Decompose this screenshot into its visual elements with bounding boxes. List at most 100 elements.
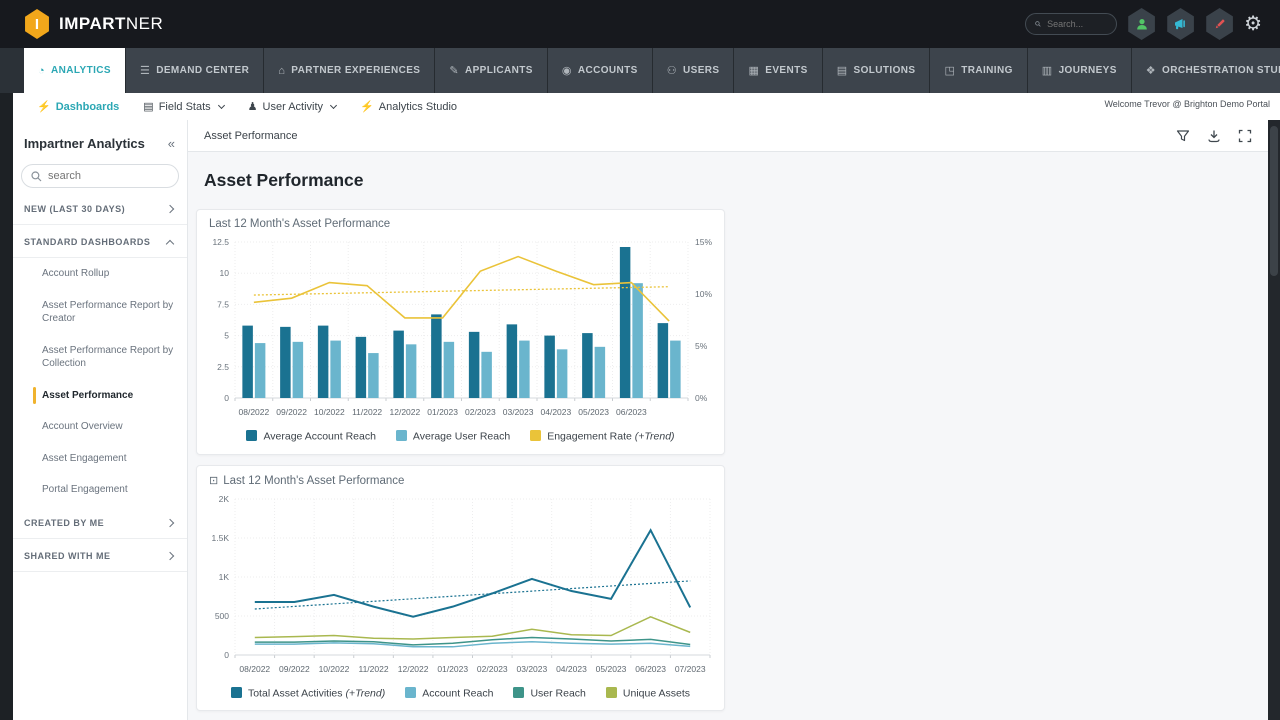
legend-item-account-reach: Account Reach bbox=[405, 687, 493, 700]
svg-text:03/2023: 03/2023 bbox=[503, 407, 534, 417]
filter-icon[interactable] bbox=[1176, 129, 1190, 143]
line-chart-last-12-months-lines: 2K 1.5K 1K 500 0 08/2022 09/2022 10/2022 11/2022… bbox=[212, 494, 711, 674]
sidebar-section-shared-with-me[interactable]: SHARED WITH ME bbox=[13, 539, 187, 572]
tab-orchestration-studio[interactable]: ❖ ORCHESTRATION STUDIO bbox=[1131, 48, 1280, 93]
user-icon bbox=[1136, 19, 1147, 30]
main-content: Asset Performance Last 12 Month's Asset … bbox=[188, 152, 1268, 720]
announcements-hex-button[interactable] bbox=[1167, 8, 1194, 40]
svg-text:05/2023: 05/2023 bbox=[578, 407, 609, 417]
dashboard-toolbar: Asset Performance bbox=[188, 120, 1268, 152]
svg-text:0: 0 bbox=[224, 650, 229, 660]
tab-label: JOURNEYS bbox=[1058, 65, 1117, 76]
settings-gear-icon[interactable]: ⚙ bbox=[1244, 13, 1262, 35]
analytics-sidebar: Impartner Analytics « NEW (LAST 30 DAYS)… bbox=[13, 120, 188, 720]
fieldstats-icon: ▤ bbox=[143, 101, 154, 113]
logo-hexagon-icon: I bbox=[25, 9, 49, 39]
tab-label: USERS bbox=[683, 65, 720, 76]
svg-text:08/2022: 08/2022 bbox=[239, 664, 270, 674]
chevron-right-icon bbox=[165, 518, 175, 527]
section-label: SHARED WITH ME bbox=[24, 550, 111, 561]
eye-icon: ◉ bbox=[561, 65, 572, 77]
legend-swatch bbox=[405, 687, 417, 698]
orchestration-icon: ❖ bbox=[1145, 65, 1157, 77]
secondary-nav: ⚡ Dashboards ▤ Field Stats ♟ User Activity ⚡ An… bbox=[13, 93, 1280, 120]
tab-partner-experiences[interactable]: ⌂ PARTNER EXPERIENCES bbox=[264, 48, 436, 93]
tab-analytics[interactable]: ◔ ANALYTICS bbox=[24, 48, 126, 93]
svg-text:500: 500 bbox=[215, 611, 229, 621]
page-title: Asset Performance bbox=[204, 170, 364, 190]
sidebar-collapse-icon[interactable]: « bbox=[167, 136, 175, 151]
solutions-icon: ▤ bbox=[836, 65, 848, 77]
tab-label: ORCHESTRATION STUDIO bbox=[1162, 65, 1280, 76]
svg-text:09/2022: 09/2022 bbox=[276, 407, 307, 417]
svg-text:10%: 10% bbox=[695, 289, 712, 299]
welcome-text: Welcome Trevor @ Brighton Demo Portal bbox=[1104, 99, 1270, 109]
subnav-label: Analytics Studio bbox=[378, 100, 458, 113]
svg-text:5%: 5% bbox=[695, 341, 708, 351]
global-search[interactable] bbox=[1025, 13, 1118, 35]
sidebar-item-asset-performance[interactable]: Asset Performance bbox=[13, 380, 187, 412]
sidebar-item-account-rollup[interactable]: Account Rollup bbox=[42, 268, 110, 279]
vertical-scrollbar[interactable] bbox=[1268, 120, 1280, 720]
svg-text:2K: 2K bbox=[219, 494, 230, 504]
svg-text:12.5: 12.5 bbox=[212, 237, 229, 247]
section-items: Account Rollup Asset Performance Report b… bbox=[13, 258, 187, 506]
subnav-item-analytics-studio[interactable]: ⚡ Analytics Studio bbox=[360, 100, 458, 114]
users-icon: ⚇ bbox=[666, 65, 678, 77]
tab-solutions[interactable]: ▤ SOLUTIONS bbox=[822, 48, 931, 93]
svg-text:01/2023: 01/2023 bbox=[437, 664, 468, 674]
svg-text:02/2023: 02/2023 bbox=[477, 664, 508, 674]
sidebar-item-asset-engagement[interactable]: Asset Engagement bbox=[42, 452, 127, 464]
chevron-right-icon bbox=[165, 551, 175, 560]
svg-text:02/2023: 02/2023 bbox=[465, 407, 496, 417]
tab-users[interactable]: ⚇ USERS bbox=[652, 48, 735, 93]
card-asset-performance-combo: Last 12 Month's Asset Performance 12.5 10… bbox=[196, 209, 725, 455]
tab-label: ANALYTICS bbox=[51, 65, 111, 76]
svg-text:0: 0 bbox=[224, 393, 229, 403]
edit-hex-button[interactable] bbox=[1206, 8, 1233, 40]
left-dark-strip bbox=[0, 93, 13, 720]
user-hex-button[interactable] bbox=[1128, 8, 1155, 40]
tab-training[interactable]: ◳ TRAINING bbox=[930, 48, 1028, 93]
download-icon[interactable] bbox=[1207, 129, 1221, 143]
sidebar-search-input[interactable] bbox=[48, 170, 158, 182]
sidebar-search[interactable] bbox=[21, 164, 179, 188]
subnav-item-dashboards[interactable]: ⚡ Dashboards bbox=[37, 100, 119, 114]
tab-events[interactable]: ▦ EVENTS bbox=[734, 48, 823, 93]
pencil-icon bbox=[1215, 19, 1225, 29]
legend-label: Average User Reach bbox=[412, 430, 511, 443]
subnav-item-field-stats[interactable]: ▤ Field Stats bbox=[143, 100, 225, 113]
legend-label: Engagement Rate (+Trend) bbox=[547, 430, 675, 443]
pencil-icon: ✎ bbox=[449, 65, 459, 77]
svg-text:01/2023: 01/2023 bbox=[427, 407, 458, 417]
sidebar-item-asset-performance-report-by-creator[interactable]: Asset Performance Report by Creator bbox=[42, 299, 174, 325]
tab-journeys[interactable]: ▥ JOURNEYS bbox=[1027, 48, 1132, 93]
sidebar-item-portal-engagement[interactable]: Portal Engagement bbox=[42, 484, 128, 495]
legend-swatch bbox=[395, 430, 407, 441]
legend-label: Unique Assets bbox=[622, 687, 691, 700]
scrollbar-thumb[interactable] bbox=[1270, 126, 1278, 276]
svg-text:12/2022: 12/2022 bbox=[390, 407, 421, 417]
bolt-icon: ⚡ bbox=[360, 101, 374, 113]
search-icon bbox=[31, 170, 42, 181]
svg-text:08/2022: 08/2022 bbox=[239, 407, 270, 417]
subnav-item-user-activity[interactable]: ♟ User Activity bbox=[248, 100, 338, 113]
global-search-input[interactable] bbox=[1047, 19, 1108, 29]
impartner-logo[interactable]: I IMPARTNER bbox=[24, 9, 163, 39]
tab-accounts[interactable]: ◉ ACCOUNTS bbox=[547, 48, 653, 93]
sidebar-item-account-overview[interactable]: Account Overview bbox=[42, 421, 123, 432]
svg-text:10/2022: 10/2022 bbox=[314, 407, 345, 417]
svg-text:10: 10 bbox=[220, 268, 230, 278]
sidebar-section-new-last-30-days[interactable]: NEW (LAST 30 DAYS) bbox=[13, 192, 187, 225]
sidebar-section-created-by-me[interactable]: CREATED BY ME bbox=[13, 506, 187, 539]
fullscreen-icon[interactable] bbox=[1238, 129, 1252, 143]
tab-demand-center[interactable]: ☰ DEMAND CENTER bbox=[125, 48, 265, 93]
sidebar-item-asset-performance-report-by-collection[interactable]: Asset Performance Report by Collection bbox=[42, 344, 174, 370]
tab-applicants[interactable]: ✎ APPLICANTS bbox=[435, 48, 548, 93]
gauge-icon: ◔ bbox=[38, 64, 46, 77]
svg-text:05/2023: 05/2023 bbox=[596, 664, 627, 674]
sidebar-section-standard-dashboards[interactable]: STANDARD DASHBOARDS bbox=[13, 225, 187, 258]
tab-label: ACCOUNTS bbox=[577, 65, 638, 76]
svg-text:2.5: 2.5 bbox=[217, 362, 229, 372]
tab-label: SOLUTIONS bbox=[853, 65, 916, 76]
